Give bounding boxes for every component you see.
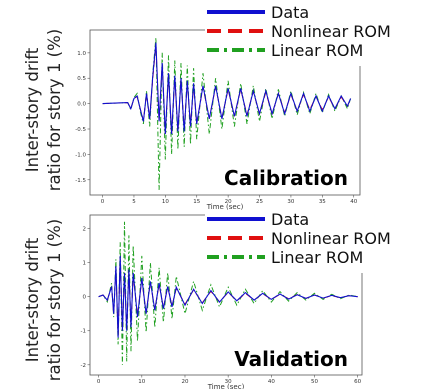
panel-annotation: Calibration bbox=[224, 166, 348, 190]
x-tick-label: 0 bbox=[97, 379, 101, 385]
legend-label: Data bbox=[271, 210, 309, 229]
series-line-linear-rom bbox=[98, 221, 358, 365]
validation-chart: 0 10 20 30 40 50 60 -2 -1 0 1 2 Time (sec) DataNonlin… bbox=[81, 210, 423, 389]
y-axis-label-bottom-line1: Inter-story drift bbox=[23, 237, 42, 362]
x-tick-label: 25 bbox=[256, 199, 263, 205]
x-tick-label: 15 bbox=[193, 199, 200, 205]
x-tick-label: 60 bbox=[354, 379, 361, 385]
x-tick-label: 40 bbox=[268, 379, 275, 385]
y-tick-label: -1.5 bbox=[75, 178, 86, 184]
y-tick-label: 1 bbox=[83, 261, 87, 267]
x-axis-label: Time (sec) bbox=[207, 383, 245, 389]
y-tick-label: -1 bbox=[81, 329, 86, 335]
y-tick-label: -0.5 bbox=[75, 127, 86, 133]
y-tick-label: -2 bbox=[81, 363, 86, 369]
y-tick-label: -1.0 bbox=[75, 152, 86, 158]
y-tick-label: 2 bbox=[83, 227, 87, 233]
x-tick-label: 20 bbox=[181, 379, 188, 385]
x-tick-label: 10 bbox=[138, 379, 145, 385]
y-tick-label: 0 bbox=[83, 295, 87, 301]
y-axis-label-top-line2: ratio for story 1 (%) bbox=[45, 29, 64, 191]
legend-label: Linear ROM bbox=[271, 41, 363, 60]
legend-box bbox=[205, 211, 423, 273]
legend-label: Nonlinear ROM bbox=[271, 229, 391, 248]
y-axis-label-top-line1: Inter-story drift bbox=[23, 47, 42, 172]
legend-label: Nonlinear ROM bbox=[271, 22, 391, 41]
y-tick-label: 1.0 bbox=[77, 51, 86, 57]
y-axis-label-bottom-line2: ratio for story 1 (%) bbox=[45, 219, 64, 381]
x-tick-label: 30 bbox=[225, 379, 232, 385]
x-tick-label: 35 bbox=[319, 199, 326, 205]
y-tick-label: 0.0 bbox=[77, 102, 86, 108]
legend-box bbox=[205, 4, 423, 66]
x-axis-label: Time (sec) bbox=[206, 203, 244, 211]
x-tick-label: 50 bbox=[311, 379, 318, 385]
x-tick-label: 20 bbox=[225, 199, 232, 205]
x-tick-label: 30 bbox=[287, 199, 294, 205]
calibration-chart: 0 5 10 15 20 25 30 35 40 -1.5 -1.0 -0.5 0.0 0.5 1.0 Tim… bbox=[75, 3, 423, 211]
x-tick-label: 5 bbox=[132, 199, 136, 205]
series-line-data bbox=[98, 255, 358, 338]
x-tick-label: 10 bbox=[162, 199, 169, 205]
x-tick-label: 0 bbox=[101, 199, 105, 205]
legend-label: Linear ROM bbox=[271, 248, 363, 267]
panel-annotation: Validation bbox=[234, 347, 348, 371]
legend-label: Data bbox=[271, 3, 309, 22]
y-tick-label: 0.5 bbox=[77, 76, 86, 82]
x-tick-label: 40 bbox=[350, 199, 357, 205]
series-line-data bbox=[102, 42, 352, 135]
